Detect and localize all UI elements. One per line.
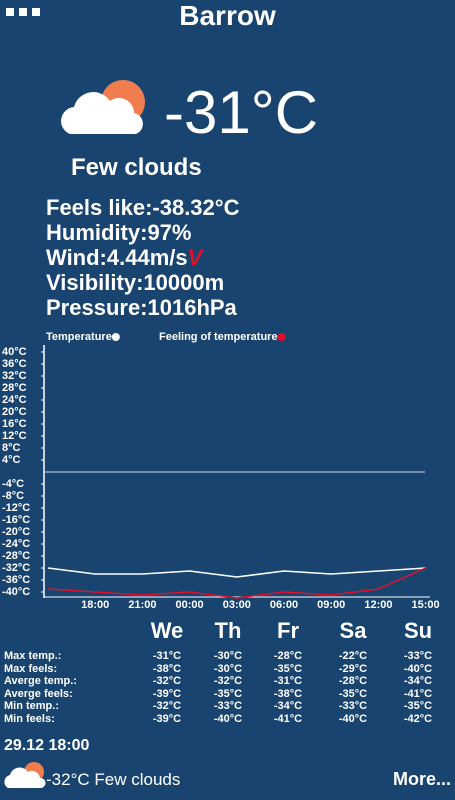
y-tick-label: 12°C <box>2 430 27 442</box>
row-value: -32°C <box>152 700 182 713</box>
series-line <box>47 567 426 599</box>
legend-dot <box>277 333 286 341</box>
row-value: -30°C <box>213 662 243 675</box>
row-value: -35°C <box>213 687 243 700</box>
forecast-table: We Th Fr Sa Su Max temp.: -31°C -30°C -28°C -22°C… <box>0 615 455 730</box>
series-line <box>47 567 426 578</box>
small-weather-icon <box>4 762 46 788</box>
row-value: -33°C <box>213 700 243 713</box>
row-value: -31°C <box>152 650 182 662</box>
row-value: -40°C <box>338 713 368 725</box>
row-label: Averge feels: <box>4 687 73 700</box>
row-value: -39°C <box>152 687 182 700</box>
row-value: -30°C <box>213 650 243 662</box>
row-value: -40°C <box>213 713 243 725</box>
y-tick-label: 28°C <box>2 382 27 394</box>
x-tick-label: 15:00 <box>412 599 440 611</box>
row-label: Max feels: <box>4 662 58 675</box>
y-tick-label: 32°C <box>2 370 27 382</box>
pressure: Pressure:1016hPa <box>46 295 237 320</box>
row-value: -32°C <box>213 675 243 688</box>
chart: 40°C36°C32°C28°C24°C20°C16°C12°C8°C4°C -4… <box>2 331 440 611</box>
menu-icon[interactable] <box>6 8 46 18</box>
wind-direction: V <box>187 245 203 270</box>
x-tick-label: 06:00 <box>270 599 298 611</box>
row-value: -33°C <box>338 700 368 713</box>
y-tick-label: 36°C <box>2 358 27 370</box>
row-value: -38°C <box>273 687 303 700</box>
weather-icon <box>61 80 145 134</box>
row-value: -40°C <box>403 662 433 675</box>
row-value: -28°C <box>338 675 368 688</box>
x-tick-label: 00:00 <box>176 599 204 611</box>
row-value: -34°C <box>273 700 303 713</box>
row-value: -39°C <box>152 713 182 725</box>
y-tick-label: 20°C <box>2 406 27 418</box>
x-tick-label: 03:00 <box>223 599 251 611</box>
row-value: -28°C <box>273 650 303 662</box>
x-tick-label: 09:00 <box>317 599 345 611</box>
day-header: Fr <box>277 618 299 643</box>
y-tick-label: -32°C <box>2 562 30 574</box>
x-tick-label: 21:00 <box>128 599 156 611</box>
y-tick-label: 24°C <box>2 394 27 406</box>
more-link[interactable]: More... <box>392 769 451 789</box>
y-tick-label: -8°C <box>2 490 24 502</box>
visibility: Visibility:10000m <box>46 270 225 295</box>
row-value: -22°C <box>338 650 368 662</box>
y-tick-label: -4°C <box>2 478 24 490</box>
legend-dot <box>111 333 120 341</box>
datetime: 29.12 18:00 <box>4 737 90 754</box>
summary: -32°C Few clouds <box>46 770 181 789</box>
row-value: -32°C <box>152 675 182 688</box>
y-tick-label: -36°C <box>2 574 30 586</box>
row-value: -35°C <box>338 687 368 700</box>
row-value: -33°C <box>403 650 433 662</box>
y-tick-label: -12°C <box>2 502 30 514</box>
row-value: -34°C <box>403 675 433 688</box>
row-label: Max temp.: <box>4 650 62 662</box>
x-tick-label: 18:00 <box>81 599 109 611</box>
temperature: -31°C <box>164 79 319 146</box>
day-header: Su <box>403 618 433 643</box>
feels-like: Feels like:-38.32°C <box>46 195 240 220</box>
legend-label: Feeling of temperature <box>159 331 278 343</box>
wind-speed: Wind:4.44m/s <box>46 245 188 270</box>
x-tick-label: 12:00 <box>364 599 392 611</box>
row-value: -38°C <box>152 662 182 675</box>
y-tick-label: -16°C <box>2 514 30 526</box>
day-header: Th <box>214 618 242 643</box>
description: Few clouds <box>71 154 202 181</box>
y-tick-label: 40°C <box>2 346 27 358</box>
row-label: Averge temp.: <box>4 675 77 688</box>
humidity: Humidity:97% <box>46 220 192 245</box>
row-value: -41°C <box>403 687 433 700</box>
day-header: We <box>150 618 184 643</box>
y-tick-label: -40°C <box>2 586 30 598</box>
y-tick-label: 4°C <box>2 454 21 466</box>
row-label: Min temp.: <box>4 700 59 713</box>
y-tick-label: -20°C <box>2 526 30 538</box>
y-tick-label: 16°C <box>2 418 27 430</box>
legend-label: Temperature <box>46 331 112 343</box>
row-value: -29°C <box>338 662 368 675</box>
y-tick-label: -24°C <box>2 538 30 550</box>
day-header: Sa <box>339 618 367 643</box>
y-tick-label: -28°C <box>2 550 30 562</box>
row-label: Min feels: <box>4 713 55 725</box>
row-value: -35°C <box>273 662 303 675</box>
row-value: -41°C <box>273 713 303 725</box>
city: Barrow <box>179 0 276 31</box>
wind: Wind:4.44m/sV <box>46 245 202 271</box>
row-value: -35°C <box>403 700 433 713</box>
row-value: -31°C <box>273 675 303 688</box>
row-value: -42°C <box>403 713 433 725</box>
y-tick-label: 8°C <box>2 442 21 454</box>
